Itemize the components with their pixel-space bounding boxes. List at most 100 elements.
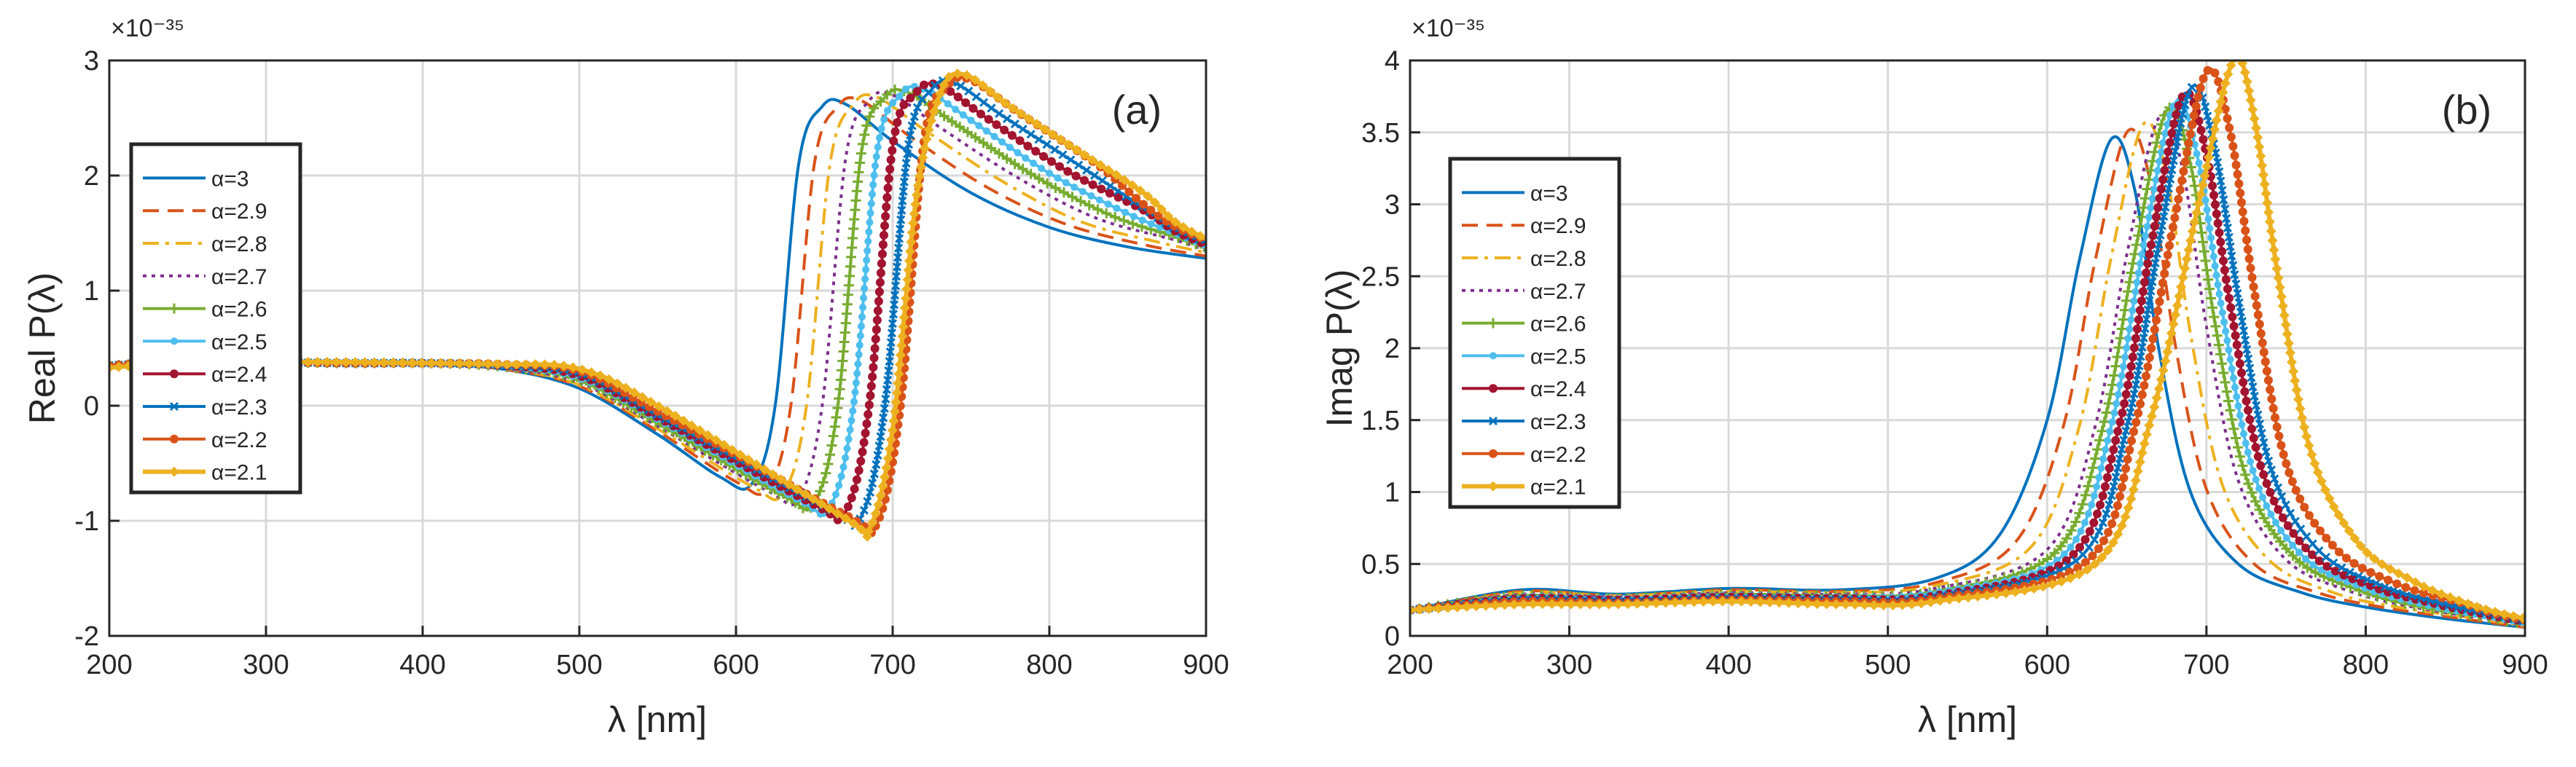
- data-marker: [2239, 326, 2249, 336]
- data-marker: [1050, 145, 1060, 154]
- data-marker: [586, 367, 597, 378]
- data-marker: [2182, 148, 2192, 157]
- data-marker: [2077, 499, 2088, 510]
- data-marker: [568, 362, 579, 373]
- data-marker: [2317, 566, 2325, 574]
- data-marker: [2215, 290, 2223, 298]
- data-marker: [2330, 567, 2340, 576]
- data-marker: [2232, 442, 2243, 453]
- data-marker: [2419, 581, 2430, 592]
- data-marker: [856, 524, 866, 535]
- data-marker: [1104, 200, 1112, 208]
- data-marker: [1916, 598, 1927, 609]
- data-marker: [919, 143, 930, 154]
- data-marker: [2259, 493, 2267, 501]
- data-marker: [1039, 124, 1050, 135]
- data-marker: [1067, 192, 1078, 202]
- data-marker: [1097, 176, 1107, 186]
- data-marker: [2098, 491, 2107, 500]
- data-marker: [1084, 200, 1095, 211]
- data-marker: [435, 358, 446, 369]
- data-marker: [2237, 317, 2247, 326]
- y-tick-label: 0.5: [1361, 549, 1400, 580]
- data-marker: [2393, 568, 2404, 579]
- data-marker: [864, 247, 872, 255]
- data-marker: [2258, 338, 2267, 347]
- data-marker: [893, 369, 904, 379]
- data-marker: [2158, 175, 2168, 184]
- x-tick-label: 600: [713, 650, 759, 680]
- data-marker: [1070, 183, 1078, 191]
- data-marker: [896, 93, 904, 101]
- data-marker: [952, 68, 963, 79]
- data-marker: [1410, 605, 1415, 615]
- x-tick-label: 300: [1546, 650, 1592, 680]
- data-marker: [986, 143, 997, 154]
- data-marker: [2177, 272, 2188, 283]
- data-marker: [2240, 430, 2248, 438]
- data-marker: [2123, 417, 2133, 427]
- data-marker: [906, 237, 917, 248]
- data-marker: [2105, 500, 2114, 509]
- data-marker: [686, 420, 697, 431]
- data-marker: [993, 148, 1004, 159]
- data-marker: [2249, 114, 2260, 125]
- data-marker: [899, 177, 909, 186]
- data-marker: [2193, 150, 2201, 158]
- data-marker: [2130, 475, 2141, 486]
- x-tick-label: 200: [1387, 650, 1433, 680]
- data-marker: [2223, 284, 2232, 294]
- data-marker: [1047, 129, 1058, 140]
- data-marker: [2208, 243, 2216, 251]
- series-group-b: [1410, 60, 2525, 629]
- data-marker: [2204, 283, 2215, 294]
- data-marker: [637, 392, 648, 403]
- data-marker: [2245, 415, 2255, 425]
- data-marker: [2142, 315, 2151, 324]
- data-marker: [2066, 525, 2077, 536]
- data-marker: [312, 356, 323, 367]
- data-marker: [2229, 321, 2239, 331]
- data-marker: [2263, 502, 2271, 510]
- data-marker: [2208, 181, 2217, 191]
- data-marker: [2198, 237, 2208, 248]
- data-marker: [2285, 508, 2295, 518]
- data-marker: [850, 484, 859, 494]
- data-marker: [872, 325, 881, 334]
- data-marker: [2080, 489, 2091, 500]
- x-tick-label: 900: [2502, 650, 2548, 680]
- data-marker: [2229, 374, 2237, 382]
- data-marker: [1023, 141, 1033, 151]
- data-marker: [2210, 68, 2220, 78]
- data-marker: [888, 146, 897, 155]
- data-marker: [670, 410, 681, 421]
- data-marker: [2191, 208, 2202, 219]
- data-marker: [2196, 227, 2207, 238]
- data-marker: [2083, 481, 2094, 492]
- data-marker: [2152, 315, 2161, 325]
- data-marker: [876, 432, 885, 441]
- data-marker: [2338, 517, 2349, 528]
- data-marker: [2116, 520, 2127, 531]
- data-marker: [2204, 215, 2212, 223]
- data-marker: [864, 409, 873, 419]
- data-marker: [901, 293, 912, 304]
- data-marker: [1121, 208, 1130, 216]
- data-marker: [2312, 467, 2323, 478]
- data-marker: [897, 205, 907, 215]
- data-marker: [912, 103, 922, 112]
- data-marker: [2454, 595, 2465, 606]
- data-marker: [867, 517, 878, 528]
- data-marker: [2220, 318, 2228, 326]
- data-marker: [2217, 299, 2225, 307]
- data-marker: [1042, 140, 1052, 149]
- data-marker: [1127, 180, 1138, 191]
- data-marker: [2201, 161, 2212, 172]
- data-marker: [2209, 190, 2219, 200]
- data-marker: [2077, 527, 2085, 535]
- data-marker: [1055, 134, 1066, 145]
- data-marker: [2088, 501, 2096, 509]
- data-marker: [2169, 119, 2179, 129]
- data-marker: [2154, 240, 2164, 249]
- data-marker: [2207, 234, 2215, 242]
